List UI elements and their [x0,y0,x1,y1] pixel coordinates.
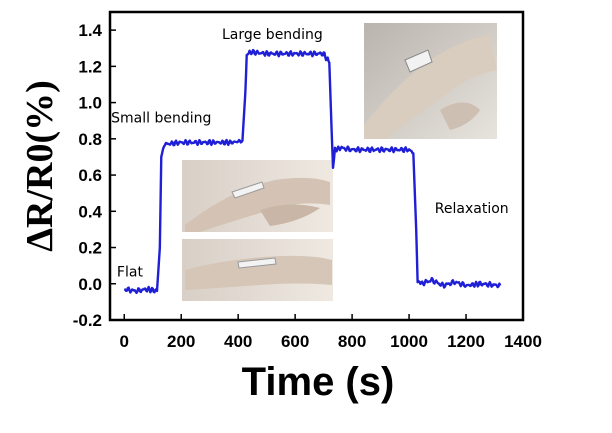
series-line-0 [123,48,502,295]
photo-small-bending [182,160,333,232]
x-tick-label: 800 [338,332,366,351]
annotation-label: Small bending [111,111,211,127]
y-tick-label: -0.2 [73,311,102,330]
x-tick-label: 1200 [447,332,485,351]
annotation-label: Large bending [222,27,323,43]
photo-large-bending [364,23,497,139]
annotation-label: Flat [117,265,144,281]
x-tick-label: 200 [167,332,195,351]
y-tick-label: 0.6 [78,166,102,185]
annotation-label: Relaxation [435,201,509,217]
y-axis-ticks: -0.2 0.0 0.2 0.4 0.6 0.8 1.0 1.2 1.4 [73,21,116,330]
y-tick-label: 0.8 [78,130,102,149]
y-tick-label: 0.4 [78,202,102,221]
x-axis-label: Time (s) [242,360,395,404]
y-tick-label: 1.0 [78,94,102,113]
x-tick-label: 1000 [390,332,428,351]
x-tick-label: 0 [120,332,129,351]
x-tick-label: 1400 [504,332,542,351]
series-layer [123,48,502,295]
annotation-layer: Flat Small bending Large bending Relaxation [111,27,509,280]
y-tick-label: 0.2 [78,239,102,258]
y-tick-label: 1.4 [78,21,102,40]
x-axis-ticks: 0 200 400 600 800 1000 1200 1400 [120,314,542,351]
y-axis-label: ΔR/R0(%) [19,80,61,252]
x-tick-label: 600 [281,332,309,351]
x-tick-label: 400 [224,332,252,351]
y-tick-label: 0.0 [78,275,102,294]
photo-flat [182,239,333,301]
y-tick-label: 1.2 [78,57,102,76]
